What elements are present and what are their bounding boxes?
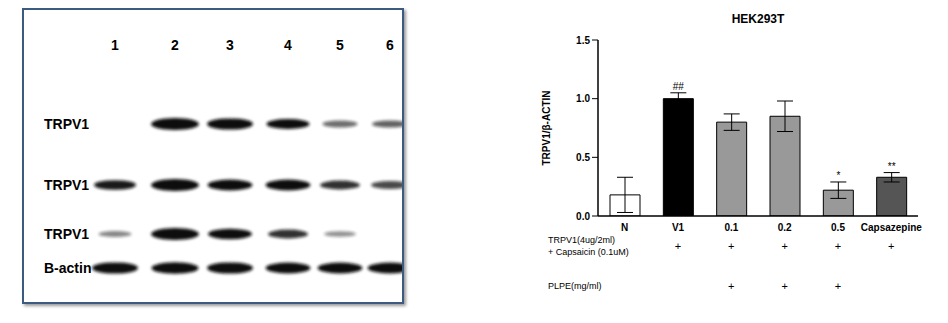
- svg-text:1.5: 1.5: [576, 35, 590, 46]
- svg-text:0.5: 0.5: [831, 222, 845, 233]
- svg-text:4: 4: [284, 37, 292, 53]
- svg-text:6: 6: [386, 37, 394, 53]
- svg-text:TRPV1: TRPV1: [44, 116, 89, 132]
- svg-text:0.1: 0.1: [724, 222, 738, 233]
- svg-text:TRPV1/β-ACTIN: TRPV1/β-ACTIN: [541, 91, 552, 166]
- svg-text:1.0: 1.0: [576, 93, 590, 104]
- svg-text:1: 1: [111, 37, 119, 53]
- svg-text:*: *: [836, 170, 840, 181]
- svg-text:TRPV1: TRPV1: [44, 177, 89, 193]
- html-text:HEK293T: HEK293T: [731, 12, 785, 26]
- svg-text:0.5: 0.5: [576, 152, 590, 163]
- html-text:+ Capsaicin (0.1uM): + Capsaicin (0.1uM): [548, 247, 629, 257]
- html-text:PLPE(mg/ml): PLPE(mg/ml): [548, 281, 602, 291]
- svg-text:**: **: [888, 161, 896, 172]
- svg-text:Capsazepine: Capsazepine: [861, 222, 923, 233]
- svg-text:5: 5: [336, 37, 344, 53]
- svg-text:0.2: 0.2: [778, 222, 792, 233]
- html-text:TRPV1(4ug/2ml): TRPV1(4ug/2ml): [548, 235, 615, 245]
- svg-text:B-actin: B-actin: [44, 260, 91, 276]
- svg-text:N: N: [621, 222, 628, 233]
- svg-text:0.0: 0.0: [576, 211, 590, 222]
- svg-text:##: ##: [673, 81, 685, 92]
- svg-text:TRPV1: TRPV1: [44, 226, 89, 242]
- svg-text:2: 2: [171, 37, 179, 53]
- svg-text:3: 3: [226, 37, 234, 53]
- svg-text:V1: V1: [672, 222, 685, 233]
